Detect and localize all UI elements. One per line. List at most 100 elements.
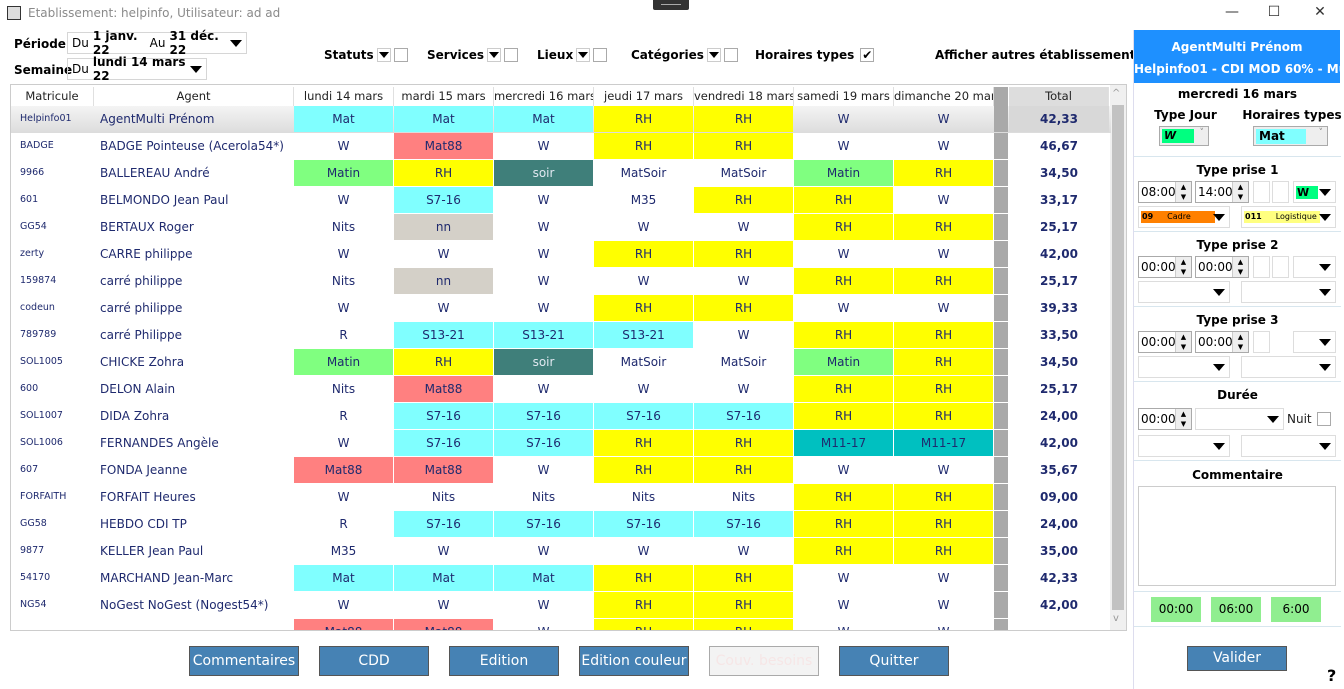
- day-cell[interactable]: W: [594, 538, 693, 564]
- day-cell[interactable]: W: [894, 457, 993, 483]
- day-cell[interactable]: W: [294, 133, 393, 159]
- prise2-service-select[interactable]: [1241, 281, 1336, 303]
- categories-filter[interactable]: Catégories: [631, 48, 738, 62]
- day-cell[interactable]: W: [494, 268, 593, 294]
- day-cell[interactable]: RH: [894, 538, 993, 564]
- header-day-5[interactable]: vendredi 18 mars: [694, 87, 794, 106]
- valider-button[interactable]: Valider: [1187, 646, 1287, 671]
- prise3-type-select[interactable]: [1293, 331, 1336, 353]
- horaires-types-filter[interactable]: Horaires types ✔: [755, 48, 875, 62]
- day-cell[interactable]: S7-16: [494, 403, 593, 429]
- day-cell[interactable]: RH: [594, 430, 693, 456]
- day-cell[interactable]: Nits: [294, 376, 393, 402]
- prise1-type-select[interactable]: W: [1293, 181, 1336, 203]
- day-cell[interactable]: S13-21: [594, 322, 693, 348]
- day-cell[interactable]: RH: [794, 187, 893, 213]
- type-jour-select[interactable]: W ˅: [1159, 126, 1209, 146]
- day-cell[interactable]: W: [294, 430, 393, 456]
- day-cell[interactable]: S7-16: [394, 403, 493, 429]
- edition-button[interactable]: Edition: [449, 646, 559, 676]
- day-cell[interactable]: W: [794, 457, 893, 483]
- day-cell[interactable]: Mat: [294, 106, 393, 132]
- day-cell[interactable]: W: [694, 268, 793, 294]
- day-cell[interactable]: MatSoir: [694, 160, 793, 186]
- prise1-service-select[interactable]: 011 Logistique: [1241, 206, 1336, 228]
- header-agent[interactable]: Agent: [94, 87, 294, 106]
- day-cell[interactable]: W: [794, 133, 893, 159]
- day-cell[interactable]: W: [894, 133, 993, 159]
- day-cell[interactable]: W: [794, 241, 893, 267]
- header-day-6[interactable]: samedi 19 mars: [794, 87, 894, 106]
- prise2-end-input[interactable]: 00:00 ▲ ▼: [1195, 256, 1249, 278]
- day-cell[interactable]: W: [694, 214, 793, 240]
- close-button[interactable]: ✕: [1314, 4, 1326, 20]
- day-cell[interactable]: W: [394, 241, 493, 267]
- services-checkbox[interactable]: [504, 48, 519, 62]
- header-matricule[interactable]: Matricule: [11, 87, 94, 106]
- duree-select-3[interactable]: [1241, 435, 1336, 457]
- prise2-start-input[interactable]: 00:00 ▲ ▼: [1138, 256, 1192, 278]
- scrollbar-thumb[interactable]: [1112, 105, 1124, 610]
- prise1-box-a[interactable]: [1253, 181, 1270, 203]
- day-cell[interactable]: RH: [794, 214, 893, 240]
- horaires-types-checkbox[interactable]: ✔: [860, 48, 875, 62]
- day-cell[interactable]: RH: [594, 457, 693, 483]
- scroll-up-icon[interactable]: ^: [1112, 88, 1121, 99]
- day-cell[interactable]: S7-16: [594, 403, 693, 429]
- table-row[interactable]: GG54 BERTAUX Roger Nits nn W W W RH RH 25,17: [11, 214, 1111, 241]
- day-cell[interactable]: RH: [894, 268, 993, 294]
- table-row[interactable]: SOL1007 DIDA Zohra R S7-16 S7-16 S7-16 S7-16 RH…: [11, 403, 1111, 430]
- header-day-1[interactable]: lundi 14 mars: [294, 87, 394, 106]
- day-cell[interactable]: Nits: [294, 214, 393, 240]
- table-row[interactable]: BADGE BADGE Pointeuse (Acerola54*) W Mat88 W…: [11, 133, 1111, 160]
- day-cell[interactable]: RH: [694, 565, 793, 591]
- table-row[interactable]: 159874 carré philippe Nits nn W W W RH RH 25,17: [11, 268, 1111, 295]
- day-cell[interactable]: RH: [594, 592, 693, 618]
- day-cell[interactable]: R: [294, 322, 393, 348]
- day-cell[interactable]: RH: [694, 187, 793, 213]
- day-cell[interactable]: Mat88: [394, 376, 493, 402]
- day-cell[interactable]: R: [294, 511, 393, 537]
- prise3-categorie-select[interactable]: [1138, 356, 1230, 378]
- table-row[interactable]: NG54 NoGest NoGest (Nogest54*) W W W RH RH W W 42…: [11, 592, 1111, 619]
- day-cell[interactable]: M11-17: [894, 430, 993, 456]
- day-cell[interactable]: Nits: [494, 484, 593, 510]
- day-cell[interactable]: S7-16: [394, 511, 493, 537]
- day-cell[interactable]: W: [694, 538, 793, 564]
- day-cell[interactable]: RH: [894, 322, 993, 348]
- day-cell[interactable]: nn: [394, 268, 493, 294]
- scroll-down-icon[interactable]: v: [1113, 613, 1119, 624]
- statuts-checkbox[interactable]: [393, 48, 408, 62]
- day-cell[interactable]: Mat88: [294, 457, 393, 483]
- prise1-box-b[interactable]: [1272, 181, 1289, 203]
- day-cell[interactable]: RH: [594, 565, 693, 591]
- day-cell[interactable]: W: [894, 619, 993, 630]
- day-cell[interactable]: W: [494, 295, 593, 321]
- header-day-3[interactable]: mercredi 16 mars: [494, 87, 594, 106]
- duree-select[interactable]: [1195, 408, 1284, 430]
- table-row[interactable]: FORFAITH FORFAIT Heures W Nits Nits Nits Nits R…: [11, 484, 1111, 511]
- table-row[interactable]: 54170 MARCHAND Jean-Marc Mat Mat Mat RH RH W W 42…: [11, 565, 1111, 592]
- day-cell[interactable]: RH: [394, 160, 493, 186]
- day-cell[interactable]: M11-17: [794, 430, 893, 456]
- periode-picker[interactable]: Du 1 janv. 22 Au 31 déc. 22: [67, 29, 247, 57]
- day-cell[interactable]: RH: [894, 160, 993, 186]
- day-cell[interactable]: W: [494, 592, 593, 618]
- edition-couleur-button[interactable]: Edition couleur: [579, 646, 689, 676]
- table-row[interactable]: 9877 KELLER Jean Paul M35 W W W W RH RH 35,00: [11, 538, 1111, 565]
- day-cell[interactable]: Mat: [394, 106, 493, 132]
- maximize-button[interactable]: ☐: [1267, 4, 1281, 20]
- categories-checkbox[interactable]: [723, 48, 738, 62]
- day-cell[interactable]: W: [594, 268, 693, 294]
- day-cell[interactable]: W: [694, 322, 793, 348]
- day-cell[interactable]: RH: [794, 376, 893, 402]
- prise1-end-input[interactable]: 14:00 ▲ ▼: [1195, 181, 1249, 203]
- day-cell[interactable]: S7-16: [694, 511, 793, 537]
- day-cell[interactable]: Mat88: [394, 457, 493, 483]
- prise2-type-select[interactable]: [1293, 256, 1336, 278]
- day-cell[interactable]: Nits: [694, 484, 793, 510]
- day-cell[interactable]: RH: [794, 322, 893, 348]
- table-row[interactable]: SOL1006 FERNANDES Angèle W S7-16 S7-16 RH RH M1…: [11, 430, 1111, 457]
- prise1-start-input[interactable]: 08:00 ▲ ▼: [1138, 181, 1192, 203]
